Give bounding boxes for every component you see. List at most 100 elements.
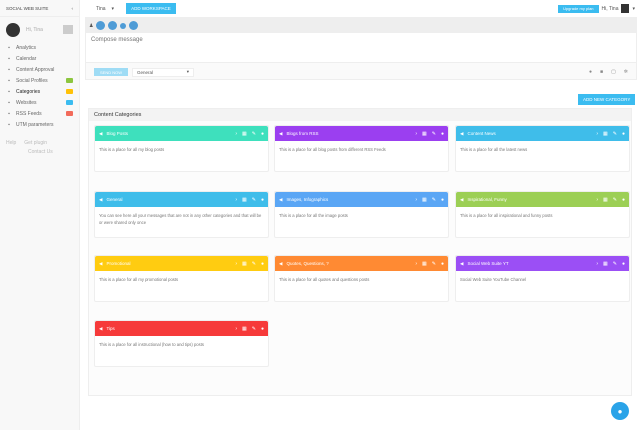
category-name: Images, Infographics <box>286 197 329 202</box>
grid-icon[interactable]: ▦ <box>422 196 427 203</box>
toggle-icon[interactable]: › <box>415 260 418 267</box>
grid-icon[interactable]: ▦ <box>242 196 247 203</box>
megaphone-icon: ◀ <box>99 130 103 136</box>
edit-icon[interactable]: ✎ <box>431 260 436 267</box>
compose-input[interactable] <box>86 33 636 63</box>
category-card: ◀ Content News › ▦ ✎ ● This is a place for all… <box>455 125 630 172</box>
delete-icon[interactable]: ● <box>260 196 264 203</box>
profile-avatar[interactable] <box>108 21 118 30</box>
toggle-icon[interactable]: › <box>415 130 418 137</box>
send-now-button[interactable]: SEND NOW <box>94 68 128 76</box>
delete-icon[interactable]: ● <box>440 196 444 203</box>
megaphone-icon: ◀ <box>279 260 283 266</box>
delete-icon[interactable]: ● <box>440 260 444 267</box>
categories-panel: Content Categories ◀ Blog Posts › ▦ ✎ ● This i… <box>88 108 632 396</box>
category-name: Content News <box>467 131 496 136</box>
workspace-select[interactable]: Tina ▾ <box>90 3 120 14</box>
toggle-icon[interactable]: › <box>596 260 599 267</box>
edit-icon[interactable]: ✎ <box>251 260 256 267</box>
edit-icon[interactable]: ✎ <box>612 196 617 203</box>
delete-icon[interactable]: ● <box>621 196 625 203</box>
edit-icon[interactable]: ✎ <box>612 260 617 267</box>
eye-icon[interactable]: ● <box>589 69 593 75</box>
sidebar-item-content-approval[interactable]: ▪ Content Approval <box>0 64 79 75</box>
delete-icon[interactable]: ● <box>440 130 444 137</box>
gear-icon[interactable]: ✲ <box>623 69 628 75</box>
category-select[interactable]: General ▾ <box>132 67 194 77</box>
toggle-icon[interactable]: › <box>235 130 238 137</box>
delete-icon[interactable]: ● <box>260 130 264 137</box>
grid-icon[interactable]: ▦ <box>242 325 247 332</box>
delete-icon[interactable]: ● <box>260 325 264 332</box>
edit-icon[interactable]: ✎ <box>251 325 256 332</box>
edit-icon[interactable]: ✎ <box>251 196 256 203</box>
users-icon: ▪ <box>8 77 10 84</box>
grid-icon[interactable]: ▦ <box>422 130 427 137</box>
delete-icon[interactable]: ● <box>260 260 264 267</box>
category-description: This is a place for all blog posts from … <box>279 147 386 152</box>
chat-button[interactable]: ● <box>611 402 629 420</box>
sidebar-item-categories[interactable]: ▪ Categories <box>0 86 79 97</box>
sidebar-item-rss-feeds[interactable]: ▪ RSS Feeds <box>0 108 79 119</box>
user-menu-button[interactable] <box>63 25 73 34</box>
toggle-icon[interactable]: › <box>235 260 238 267</box>
collapse-icon[interactable]: ‹ <box>71 5 74 11</box>
chevron-down-icon[interactable]: ▾ <box>632 5 635 12</box>
grid-icon[interactable]: ▦ <box>422 260 427 267</box>
edit-icon[interactable]: ✎ <box>612 130 617 137</box>
megaphone-icon: ◀ <box>460 260 464 266</box>
contact-link[interactable]: Contact Us <box>28 149 53 155</box>
help-link[interactable]: Help <box>6 140 17 146</box>
count-badge <box>66 111 73 116</box>
profile-avatar[interactable] <box>96 21 106 30</box>
add-workspace-button[interactable]: ADD WORKSPACE <box>126 3 176 14</box>
sidebar-item-analytics[interactable]: ▪ Analytics <box>0 42 79 53</box>
sidebar-item-label: Analytics <box>16 44 37 51</box>
get-plugin-link[interactable]: Get plugin <box>24 140 48 146</box>
category-description: You can see here all your messages that … <box>99 213 262 225</box>
edit-icon[interactable]: ✎ <box>431 130 436 137</box>
sidebar-item-label: Categories <box>16 88 41 95</box>
category-card: ◀ Blogs from RSS › ▦ ✎ ● This is a place for a… <box>274 125 449 172</box>
delete-icon[interactable]: ● <box>621 260 625 267</box>
calendar-icon[interactable]: ▢ <box>611 69 616 75</box>
toggle-icon[interactable]: › <box>596 130 599 137</box>
category-name: Blog Posts <box>106 131 128 136</box>
category-header: ◀ Inspirational, Funny › ▦ ✎ ● <box>456 192 629 207</box>
megaphone-icon: ◀ <box>99 260 103 266</box>
upgrade-button[interactable]: Upgrade my plan <box>558 4 599 13</box>
toggle-icon[interactable]: › <box>415 196 418 203</box>
camera-icon[interactable]: ■ <box>600 69 604 75</box>
sidebar-item-label: Social Profiles <box>16 77 48 84</box>
user-greeting: Hi, Tina <box>26 26 43 33</box>
grid-icon[interactable]: ▦ <box>603 130 608 137</box>
toggle-icon[interactable]: › <box>235 325 238 332</box>
grid-icon[interactable]: ▦ <box>603 196 608 203</box>
avatar[interactable] <box>6 22 20 37</box>
toggle-icon[interactable]: › <box>235 196 238 203</box>
megaphone-icon: ◀ <box>460 196 464 202</box>
composer: ♟ SEND NOW General ▾ ● ■ ▢ ✲ <box>85 17 637 80</box>
sidebar-item-websites[interactable]: ▪ Websites <box>0 97 79 108</box>
grid-icon[interactable]: ▦ <box>242 260 247 267</box>
user-icon[interactable]: ♟ <box>89 22 94 29</box>
add-category-button[interactable]: ADD NEW CATEGORY <box>578 94 636 105</box>
profile-avatar[interactable] <box>120 22 127 29</box>
sidebar-item-label: Calendar <box>16 55 37 62</box>
category-header: ◀ Images, Infographics › ▦ ✎ ● <box>275 192 448 207</box>
sidebar-item-calendar[interactable]: ▪ Calendar <box>0 53 79 64</box>
sidebar-item-label: Content Approval <box>16 66 55 73</box>
edit-icon[interactable]: ✎ <box>431 196 436 203</box>
sidebar-item-utm-parameters[interactable]: ▪ UTM parameters <box>0 119 79 130</box>
sidebar-item-social-profiles[interactable]: ▪ Social Profiles <box>0 75 79 86</box>
profile-avatar[interactable] <box>129 21 139 30</box>
grid-icon[interactable]: ▦ <box>603 260 608 267</box>
user-avatar[interactable] <box>621 4 630 13</box>
toggle-icon[interactable]: › <box>596 196 599 203</box>
edit-icon[interactable]: ✎ <box>251 130 256 137</box>
category-name: Social Web Suite YT <box>467 261 509 266</box>
megaphone-icon: ◀ <box>279 130 283 136</box>
delete-icon[interactable]: ● <box>621 130 625 137</box>
grid-icon[interactable]: ▦ <box>242 130 247 137</box>
panel-title: Content Categories <box>89 109 631 121</box>
